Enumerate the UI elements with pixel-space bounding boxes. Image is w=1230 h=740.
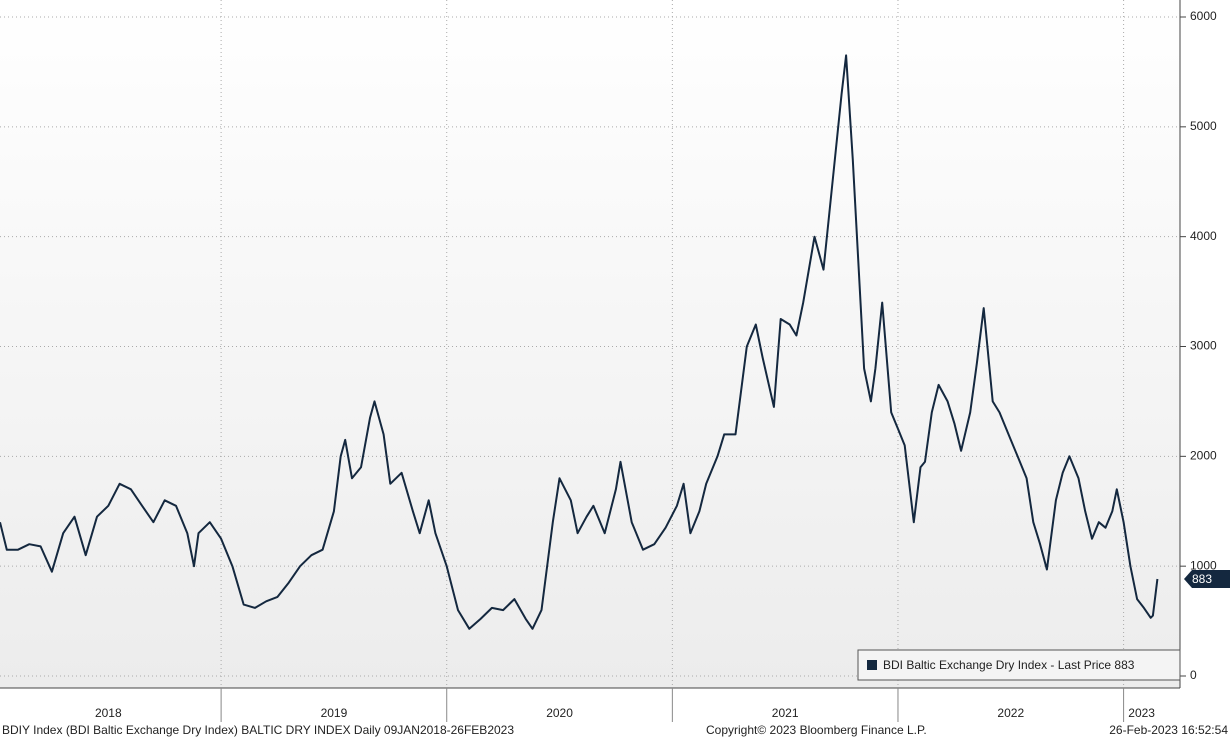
legend-label: BDI Baltic Exchange Dry Index - Last Pri… [883, 658, 1135, 672]
y-tick-label: 2000 [1190, 449, 1217, 463]
copyright: Copyright© 2023 Bloomberg Finance L.P. [706, 723, 927, 737]
y-tick-label: 0 [1190, 668, 1197, 682]
x-tick-label: 2023 [1128, 706, 1155, 720]
y-tick-label: 4000 [1190, 229, 1217, 243]
last-price-tag [1184, 570, 1230, 589]
x-tick-label: 2022 [997, 706, 1024, 720]
legend-box [857, 649, 1181, 681]
y-tick-label: 6000 [1190, 9, 1217, 23]
last-price-label: 883 [1192, 572, 1212, 586]
footer-bg [0, 722, 1230, 740]
y-tick-label: 1000 [1190, 558, 1217, 572]
y-tick-label: 5000 [1190, 119, 1217, 133]
x-tick-label: 2019 [321, 706, 348, 720]
legend-swatch [867, 660, 877, 670]
x-tick-label: 2020 [546, 706, 573, 720]
timestamp: 26-Feb-2023 16:52:54 [1109, 723, 1228, 737]
price-line [0, 54, 1159, 630]
x-tick-label: 2021 [772, 706, 799, 720]
plot-area [0, 0, 1180, 688]
x-tick-label: 2018 [95, 706, 122, 720]
source: BDIY Index (BDI Baltic Exchange Dry Inde… [2, 723, 514, 737]
y-tick-label: 3000 [1190, 339, 1217, 353]
